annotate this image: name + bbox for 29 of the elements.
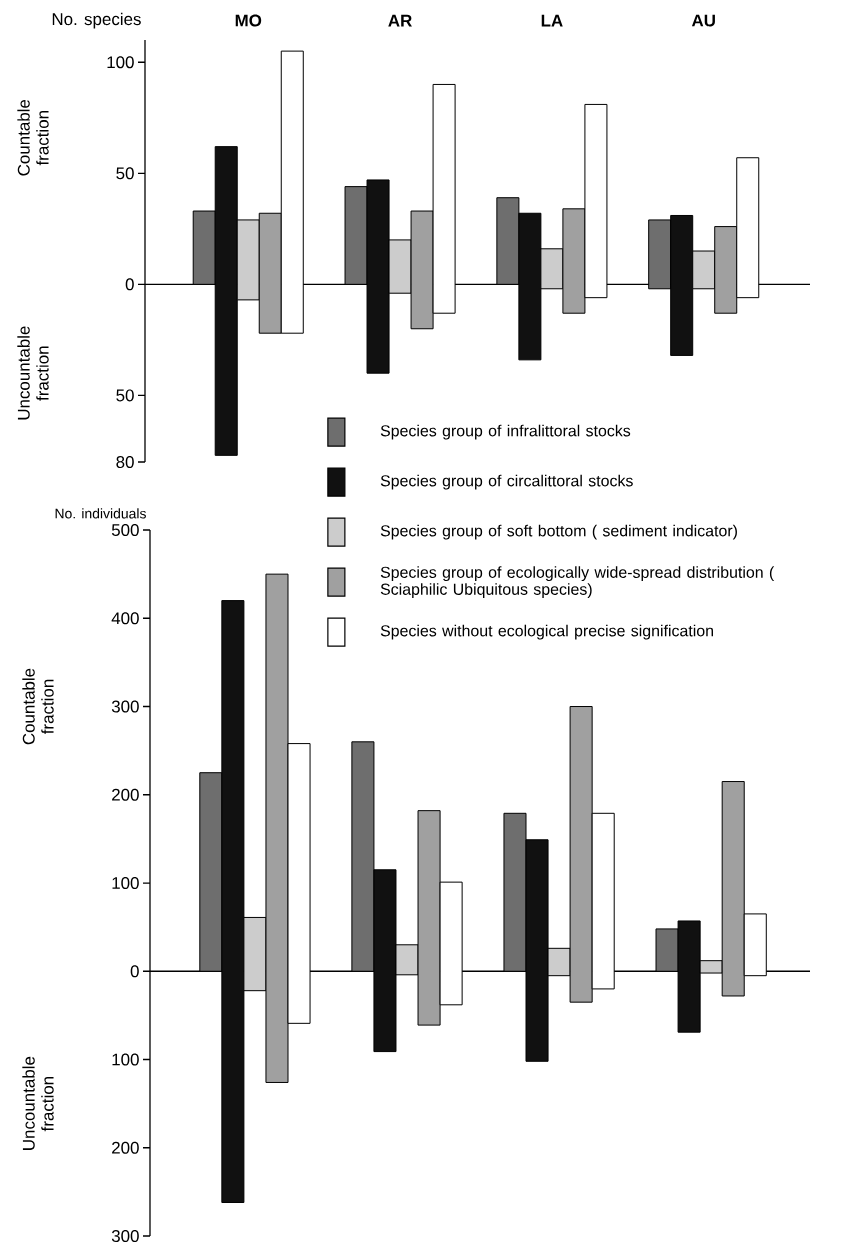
y-axis-title: No. individuals bbox=[55, 508, 146, 519]
legend-label: Species group of soft bottom ( sediment indicator) bbox=[380, 524, 737, 540]
text: Uncountable fraction bbox=[22, 1056, 54, 1150]
text: Uncountable fraction bbox=[17, 326, 49, 420]
y-tick-label: 0 bbox=[130, 965, 139, 978]
y-tick-label: 50 bbox=[116, 167, 134, 180]
x-tick-label: LA bbox=[541, 14, 563, 27]
y-tick-label: 200 bbox=[112, 788, 139, 801]
y-tick-label: 100 bbox=[107, 56, 134, 69]
legend-label: Species group of infralittoral stocks bbox=[380, 424, 631, 440]
y-tick-label: 0 bbox=[125, 278, 134, 291]
y-axis-title: No. species bbox=[52, 12, 141, 29]
y-tick-label: 200 bbox=[112, 1141, 139, 1154]
text: Countable fraction bbox=[17, 99, 49, 176]
y-tick-label: 100 bbox=[112, 877, 139, 890]
y-tick-label: 80 bbox=[116, 456, 134, 469]
y-tick-label: 50 bbox=[116, 389, 134, 402]
text: Countable fraction bbox=[22, 668, 54, 745]
y-tick-label: 500 bbox=[111, 524, 139, 537]
y-tick-label: 400 bbox=[111, 612, 139, 625]
x-tick-label: AU bbox=[691, 14, 715, 27]
y-tick-label: 300 bbox=[111, 1230, 139, 1243]
y-tick-label: 100 bbox=[112, 1053, 139, 1066]
x-tick-label: MO bbox=[235, 14, 262, 27]
legend-label: Species group of ecologically wide-spread distribution ( Sciaphilic Ubiquitous species) bbox=[380, 566, 775, 599]
legend-label: Species group of circalittoral stocks bbox=[380, 474, 633, 490]
x-tick-label: AR bbox=[388, 14, 412, 27]
legend-label: Species without ecological precise signification bbox=[380, 624, 713, 640]
y-tick-label: 300 bbox=[111, 700, 139, 713]
